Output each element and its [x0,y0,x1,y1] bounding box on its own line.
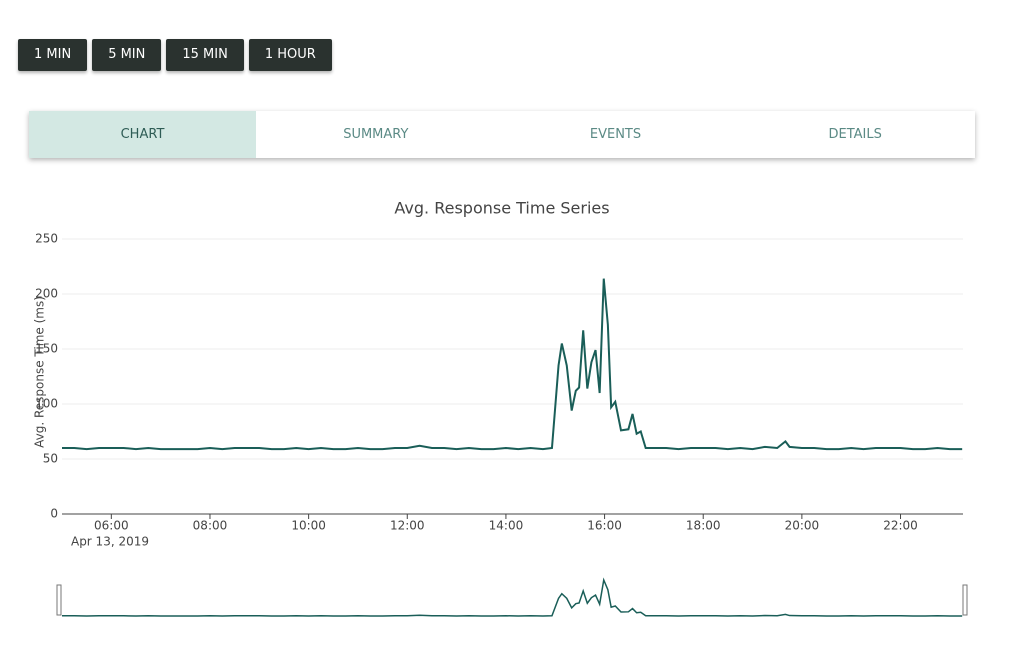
tab[interactable]: EVENTS [589,127,642,142]
x-tick-label: 18:00 [686,519,721,533]
y-tick-label: 0 [50,507,58,521]
tab[interactable]: DETAILS [828,127,882,142]
tab[interactable]: CHART [29,111,256,158]
y-tick-label: 100 [35,397,58,411]
y-tick-label: 200 [35,287,58,301]
x-tick-label: 22:00 [883,519,918,533]
x-tick-label: 16:00 [587,519,622,533]
tabs: CHART SUMMARY EVENTS DETAILS [29,111,975,158]
x-tick-label: 20:00 [785,519,820,533]
button[interactable]: 1 MIN [18,39,88,71]
range-buttons: 1 MIN 5 MIN 15 MIN 1 HOUR [18,39,332,71]
x-tick-label: 06:00 [94,519,129,533]
button[interactable]: 5 MIN [92,39,162,71]
x-date-label: Apr 13, 2019 [71,535,149,549]
x-tick-label: 08:00 [193,519,228,533]
range-slider-line [62,577,963,617]
line [62,278,963,451]
x-tick-label: 10:00 [291,519,326,533]
y-tick-label: 150 [35,342,58,356]
y-axis-label: Avg. Response Time (ms) [33,296,47,448]
x-tick-label: 14:00 [489,519,524,533]
tab[interactable]: SUMMARY [343,127,409,142]
range-handle [962,584,968,616]
x-tick-label: 12:00 [390,519,425,533]
button[interactable]: 15 MIN [166,39,244,71]
chart-title: Avg. Response Time Series [394,199,609,218]
range-handle [56,584,62,616]
y-tick-label: 50 [43,452,58,466]
button[interactable]: 1 HOUR [248,39,332,71]
y-tick-label: 250 [35,232,58,246]
